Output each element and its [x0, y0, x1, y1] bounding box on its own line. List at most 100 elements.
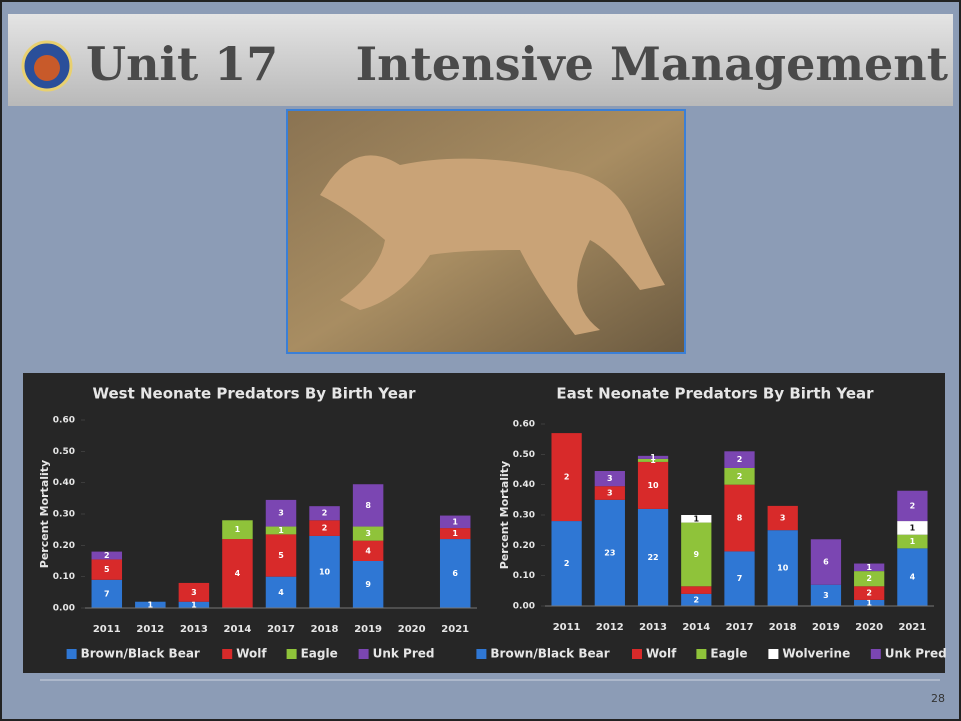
legend-label: Eagle	[710, 647, 747, 661]
bar-segment	[91, 579, 123, 608]
bar-segment	[222, 539, 253, 608]
x-tick-label: 2012	[136, 624, 164, 635]
count-label: 1	[910, 537, 916, 546]
count-label: 6	[823, 558, 829, 567]
count-label: 2	[693, 595, 699, 604]
bar-segment	[897, 521, 928, 535]
legend-swatch	[358, 649, 369, 659]
count-label: 2	[910, 501, 916, 510]
bar-segment	[724, 467, 755, 485]
x-tick-label: 2018	[769, 622, 797, 633]
bar-segment	[681, 593, 712, 606]
page-number: 28	[931, 692, 945, 705]
bar-segment	[637, 458, 669, 462]
count-label: 1	[452, 529, 458, 538]
x-tick-label: 2011	[553, 622, 581, 633]
bar-segment	[594, 499, 625, 606]
count-label: 4	[278, 588, 284, 597]
x-tick-label: 2020	[398, 624, 426, 635]
count-label: 1	[866, 563, 872, 572]
bar-segment	[637, 461, 669, 509]
logo-center	[34, 55, 60, 81]
legend-label: Wolf	[646, 647, 677, 661]
y-tick-label: 0.40	[513, 480, 535, 490]
legend-label: Wolf	[236, 647, 267, 661]
y-tick-label: 0.50	[53, 447, 75, 457]
legend-label: Brown/Black Bear	[81, 647, 200, 661]
count-label: 22	[647, 553, 658, 562]
y-tick-label: 0.50	[513, 450, 535, 460]
bar-segment	[309, 506, 340, 521]
bar-segment	[439, 528, 471, 540]
bar-segment	[309, 535, 340, 608]
count-label: 5	[104, 565, 110, 574]
bar-segment	[265, 499, 297, 527]
count-label: 1	[910, 523, 916, 532]
x-tick-label: 2019	[812, 622, 840, 633]
count-label: 2	[737, 472, 743, 481]
legend-swatch	[222, 649, 233, 659]
x-tick-label: 2013	[180, 624, 208, 635]
bar-segment	[265, 526, 297, 535]
bar-segment	[897, 548, 928, 606]
bar-segment	[222, 520, 253, 540]
x-tick-label: 2017	[267, 624, 295, 635]
x-tick-label: 2019	[354, 624, 382, 635]
bar-segment	[681, 586, 712, 594]
count-label: 1	[650, 453, 656, 462]
bar-segment	[767, 505, 798, 531]
count-label: 3	[607, 489, 613, 498]
bar-segment	[854, 586, 885, 600]
bar-segment	[594, 486, 625, 500]
x-tick-label: 2014	[682, 622, 710, 633]
bar-segment	[767, 530, 798, 606]
count-label: 8	[365, 501, 371, 510]
legend-label: Unk Pred	[885, 647, 947, 661]
count-label: 2	[866, 589, 872, 598]
count-label: 8	[737, 514, 743, 523]
chart-title: West Neonate Predators By Birth Year	[92, 385, 416, 403]
bar-segment	[637, 508, 669, 606]
count-label: 7	[104, 589, 110, 598]
y-tick-label: 0.30	[53, 510, 75, 520]
bar-segment	[439, 539, 471, 608]
legend-label: Wolverine	[782, 647, 850, 661]
y-tick-label: 0.30	[513, 511, 535, 521]
bar-segment	[681, 515, 712, 523]
bar-segment	[897, 490, 928, 522]
bar-segment	[91, 551, 123, 560]
bar-segment	[265, 576, 297, 608]
count-label: 6	[452, 569, 458, 578]
legend-label: Eagle	[301, 647, 338, 661]
count-label: 3	[191, 588, 197, 597]
count-label: 10	[319, 567, 331, 576]
count-label: 1	[191, 600, 197, 609]
bar-segment	[810, 539, 842, 585]
bar-segment	[91, 559, 123, 580]
count-label: 1	[866, 598, 872, 607]
legend-swatch	[286, 649, 297, 659]
chart-title: East Neonate Predators By Birth Year	[556, 385, 874, 403]
x-tick-label: 2014	[224, 624, 252, 635]
bar-segment	[135, 601, 166, 608]
bar-segment	[178, 582, 210, 602]
x-tick-label: 2012	[596, 622, 624, 633]
title-main: Intensive Management	[356, 37, 949, 91]
count-label: 2	[737, 455, 743, 464]
bar-segment	[681, 522, 712, 587]
x-tick-label: 2017	[726, 622, 754, 633]
count-label: 4	[235, 569, 241, 578]
y-tick-label: 0.10	[53, 572, 75, 582]
y-tick-label: 0.40	[53, 478, 75, 488]
x-tick-label: 2020	[855, 622, 883, 633]
legend-label: Unk Pred	[373, 647, 435, 661]
count-label: 1	[693, 514, 699, 523]
chart-panel	[23, 373, 485, 673]
y-tick-label: 0.60	[513, 420, 535, 430]
y-tick-label: 0.00	[53, 604, 75, 614]
y-tick-label: 0.20	[513, 541, 535, 551]
count-label: 2	[322, 524, 328, 533]
bar-segment	[724, 451, 755, 468]
bar-segment	[352, 561, 384, 608]
